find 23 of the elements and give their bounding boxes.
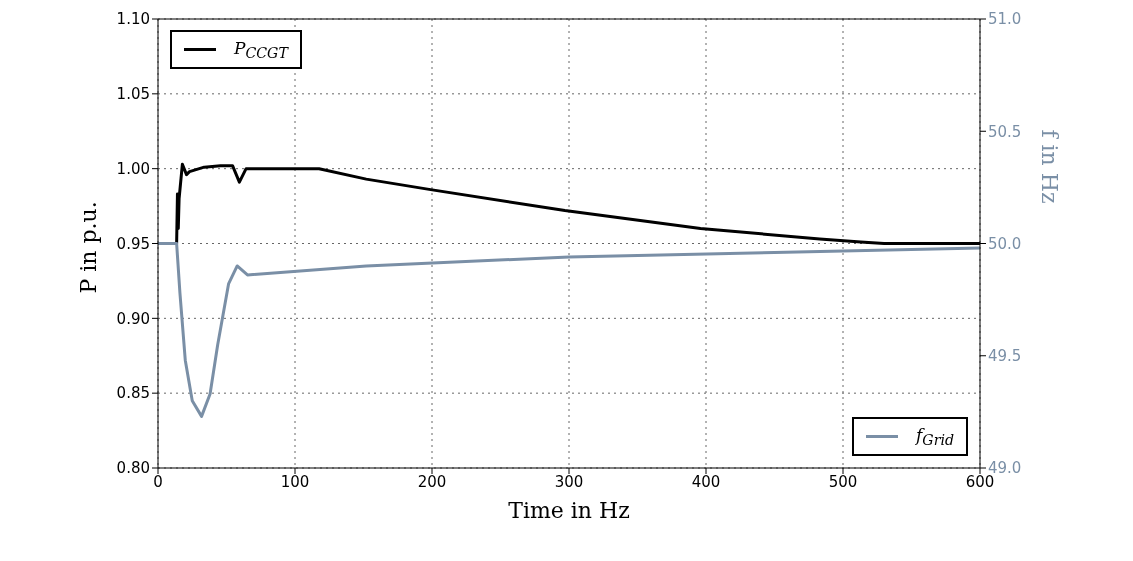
y-tick-label: 0.90: [116, 309, 150, 328]
y2-tick-label: 51.0: [988, 10, 1022, 29]
y-tick-label: 0.85: [116, 384, 150, 403]
x-tick-label: 0: [153, 472, 163, 491]
line-series: [158, 242, 980, 418]
y-tick-label: 1.05: [116, 85, 150, 104]
y-tick-label: 1.00: [116, 159, 150, 178]
x-axis-title: Time in Hz: [508, 498, 630, 523]
y-axis-title: P in p.u.: [75, 201, 101, 294]
y2-tick-label: 50.0: [988, 234, 1022, 253]
y-tick-label: 0.95: [116, 234, 150, 253]
y2-axis-title: f in Hz: [1037, 129, 1063, 204]
legend-label: P$_{CCGT}$: [234, 38, 288, 62]
legend-label: f$_{Grid}$: [916, 424, 954, 448]
y2-tick-label: 50.5: [988, 122, 1022, 141]
y-tick-label: 0.80: [116, 459, 150, 478]
x-tick-label: 100: [280, 472, 310, 491]
x-tick-label: 300: [554, 472, 584, 491]
y2-tick-label: 49.5: [988, 347, 1022, 366]
y-tick-label: 1.10: [116, 10, 150, 29]
x-tick-label: 500: [828, 472, 858, 491]
x-tick-label: 400: [691, 472, 721, 491]
x-tick-label: 200: [417, 472, 447, 491]
